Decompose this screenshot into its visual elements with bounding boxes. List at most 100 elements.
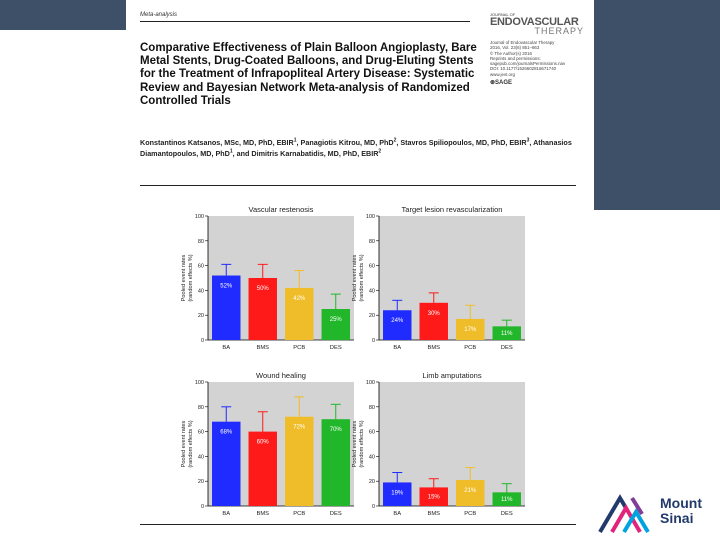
bar-pcb [456, 479, 485, 506]
data-label: 19% [391, 490, 404, 496]
author: Stavros Spiliopoulos, MD, PhD, EBIR3, [400, 138, 534, 148]
data-label: 21% [464, 488, 477, 494]
bar-des [321, 309, 350, 340]
journal-meta: Journal of Endovascular Therapy 2016, Vo… [490, 40, 590, 77]
y-tick-label: 60 [198, 430, 204, 436]
y-tick-label: 80 [198, 405, 204, 411]
x-tick-label: BMS [256, 345, 269, 351]
y-tick-label: 20 [198, 313, 204, 319]
bar-ba [383, 482, 412, 506]
chart-title: Target lesion revascularization [402, 205, 503, 214]
bar-bms [419, 302, 448, 340]
x-tick-label: BMS [427, 511, 440, 517]
y-axis-label-line: Pooled event rates [352, 420, 358, 467]
journal-masthead: JOURNAL OF ENDOVASCULAR THERAPY Journal … [490, 12, 590, 86]
data-label: 17% [464, 327, 477, 333]
slide-right-band [594, 30, 720, 210]
bar-bms [248, 278, 277, 340]
y-axis-label-line: (random effects %) [188, 420, 194, 467]
y-tick-label: 80 [198, 239, 204, 245]
x-tick-label: BA [393, 511, 401, 517]
bar-des [321, 419, 350, 506]
y-tick-label: 0 [372, 504, 375, 510]
article-title: Comparative Effectiveness of Plain Ballo… [140, 42, 477, 107]
publisher-name: SAGE [495, 80, 513, 87]
y-tick-label: 60 [198, 264, 204, 270]
data-label: 24% [391, 318, 404, 324]
data-label: 42% [293, 296, 306, 302]
chart-panel: 0 20 40 60 80 100 Wound healing Pooled event ra… [181, 371, 354, 517]
chart-panel: 0 20 40 60 80 100 Target lesion revascularizat… [352, 205, 525, 351]
chart-title: Vascular restenosis [249, 205, 314, 214]
y-axis-label: Pooled event rates(random effects %) [352, 420, 365, 467]
y-tick-label: 0 [201, 504, 204, 510]
y-tick-label: 40 [198, 288, 204, 294]
y-axis-label: Pooled event rates(random effects %) [181, 254, 194, 301]
y-tick-label: 60 [369, 264, 375, 270]
author: Konstantinos Katsanos, MSc, MD, PhD, EBI… [140, 138, 301, 148]
y-axis-label-line: Pooled event rates [181, 420, 187, 467]
x-tick-label: BMS [256, 511, 269, 517]
data-label: 50% [257, 286, 270, 292]
author: Athanasios Diamantopoulos, MD, PhD1, [140, 138, 572, 158]
logo-line-1: Mount [660, 495, 702, 511]
data-label: 25% [330, 317, 343, 323]
journal-name-1: ENDOVASCULAR [490, 16, 579, 28]
x-tick-label: DES [330, 511, 342, 517]
mount-sinai-mark-icon [598, 494, 650, 534]
data-label: 11% [501, 497, 513, 503]
bar-pcb [456, 318, 485, 340]
y-tick-label: 0 [372, 338, 375, 344]
figure-panels: 0 20 40 60 80 100 Vascular restenosis Pooled ev… [181, 205, 525, 517]
y-tick-label: 60 [369, 430, 375, 436]
header-rule [140, 21, 470, 22]
y-tick-label: 20 [369, 479, 375, 485]
x-tick-label: BA [222, 345, 230, 351]
journal-meta-line: Reprints and permissions: [490, 55, 541, 61]
chart-panel: 0 20 40 60 80 100 Limb amputations Pooled event… [352, 371, 525, 517]
x-tick-label: PCB [464, 345, 476, 351]
journal-name-2: THERAPY [534, 26, 584, 36]
journal-meta-line: DOI: 10.1177/1526602816671740 [490, 66, 557, 72]
bar-bms [419, 487, 448, 506]
y-axis-label-line: (random effects %) [359, 254, 365, 301]
mount-sinai-logo: Mount Sinai [596, 488, 720, 540]
bar-ba [383, 310, 412, 340]
y-axis-label-line: Pooled event rates [352, 254, 358, 301]
x-tick-label: PCB [293, 511, 305, 517]
data-label: 70% [330, 427, 343, 433]
author-list: Konstantinos Katsanos, MSc, MD, PhD, EBI… [140, 137, 580, 158]
bar-pcb [285, 287, 314, 340]
data-label: 15% [428, 495, 441, 501]
bar-des [492, 326, 521, 340]
journal-meta-line: 2016, Vol. 23(6) 851–863 [490, 45, 540, 51]
y-tick-label: 40 [369, 454, 375, 460]
y-tick-label: 100 [366, 380, 375, 386]
bar-des [492, 492, 521, 506]
figure-bottom-rule [140, 524, 576, 525]
y-tick-label: 100 [195, 214, 204, 220]
y-tick-label: 100 [366, 214, 375, 220]
x-tick-label: DES [501, 345, 513, 351]
chart-title: Wound healing [256, 371, 306, 380]
y-tick-label: 80 [369, 239, 375, 245]
author: and Dimitris Karnabatidis, MD, PhD, EBIR… [236, 148, 382, 158]
y-axis-label: Pooled event rates(random effects %) [352, 254, 365, 301]
journal-meta-line: Journal of Endovascular Therapy [490, 40, 555, 45]
logo-wordmark: Mount Sinai [660, 496, 702, 526]
y-tick-label: 20 [369, 313, 375, 319]
data-label: 30% [428, 311, 441, 317]
x-tick-label: PCB [464, 511, 476, 517]
article-section-label: Meta-analysis [140, 12, 178, 18]
y-tick-label: 80 [369, 405, 375, 411]
x-tick-label: PCB [293, 345, 305, 351]
chart-panel: 0 20 40 60 80 100 Vascular restenosis Pooled ev… [181, 205, 354, 351]
x-tick-label: BA [222, 511, 230, 517]
x-tick-label: BMS [427, 345, 440, 351]
y-tick-label: 40 [198, 454, 204, 460]
x-tick-label: BA [393, 345, 401, 351]
y-axis-label-line: (random effects %) [188, 254, 194, 301]
logo-line-2: Sinai [660, 510, 694, 526]
data-label: 68% [220, 430, 233, 436]
y-tick-label: 40 [369, 288, 375, 294]
